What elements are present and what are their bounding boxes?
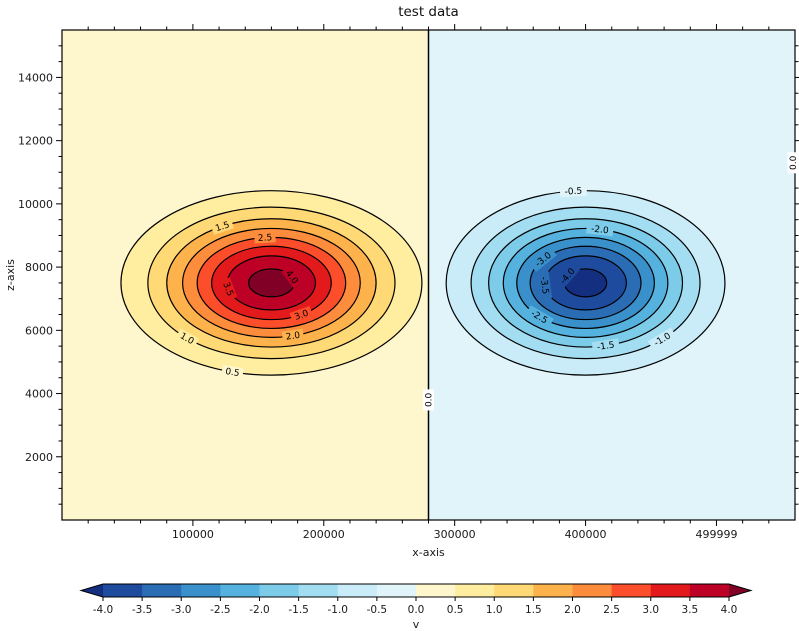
contour-label-text: -2.0: [590, 224, 609, 236]
contour-label: 2.0: [281, 328, 305, 343]
colorbar-tick-label: -3.0: [171, 604, 192, 616]
colorbar-band: [533, 584, 574, 597]
zero-label-gap: [423, 389, 434, 411]
zero-contour-label: 0.0: [787, 152, 799, 174]
contour-label: 3.0: [289, 305, 314, 324]
contour-label-gap: [585, 222, 614, 237]
contour-label-gap: [221, 364, 244, 380]
colorbar-tick-label: 1.5: [525, 604, 542, 616]
contour-label: 2.5: [254, 231, 276, 244]
colorbar-under-arrow: [81, 584, 103, 597]
colorbar-band: [650, 584, 691, 597]
colorbar-tick-label: -2.0: [249, 604, 270, 616]
contour-label: -2.0: [585, 222, 614, 237]
colorbar-axis-label: v: [413, 618, 420, 631]
contour-label-gap: [525, 305, 554, 329]
contour-label-gap: [554, 262, 581, 290]
contour-label-text: 3.0: [293, 309, 310, 323]
colorbar-tick-label: -0.5: [367, 604, 388, 616]
colorbar-tick-label: 0.0: [408, 604, 425, 616]
colorbar: -4.0 -3.5 -3.0 -2.5 -2.0 -1.5 -1.0 -0.5 0.0 0.5 1.…: [79, 583, 753, 631]
colorbar-tick-label: -1.0: [328, 604, 349, 616]
z-tick-label: 6000: [25, 324, 53, 337]
contour-label-gap: [281, 265, 303, 289]
contour-label-gap: [175, 328, 200, 349]
contour-label-text: 0.5: [224, 367, 240, 379]
colorbar-over-arrow: [729, 584, 751, 597]
contour-label-gap: [529, 246, 558, 272]
zero-label-gap: [787, 152, 799, 174]
contour-label: -1.5: [591, 338, 620, 354]
colorbar-band: [572, 584, 613, 597]
contour-label-gap: [591, 338, 620, 354]
colorbar-band: [689, 584, 730, 597]
x-tick-label: 400000: [565, 528, 607, 541]
colorbar-band: [494, 584, 534, 597]
z-tick-label: 8000: [25, 261, 53, 274]
z-tick-label: 2000: [25, 451, 53, 464]
x-tick-label: 100000: [172, 528, 214, 541]
colorbar-band: [298, 584, 339, 597]
contour-label-text: 1.5: [214, 220, 231, 234]
colorbar-tick-label: -1.5: [288, 604, 309, 616]
contour-label: 3.5: [219, 277, 238, 301]
contour-label-text: 3.5: [220, 281, 234, 298]
x-tick-label: 499999: [695, 528, 737, 541]
colorbar-tick-label: -2.5: [210, 604, 231, 616]
colorbar-band: [181, 584, 221, 597]
colorbar-tick-label: 0.5: [447, 604, 464, 616]
colorbar-tick-label: -4.0: [93, 604, 114, 616]
z-tick-label: 12000: [18, 135, 53, 148]
contour-label: -3.5: [537, 271, 553, 300]
contour-label-text: -0.5: [564, 187, 582, 198]
colorbar-band: [376, 584, 417, 597]
contour-label-gap: [219, 277, 238, 301]
colorbar-tick-label: 4.0: [721, 604, 738, 616]
zero-label-text: 0.0: [789, 155, 799, 170]
z-tick-label: 10000: [18, 198, 53, 211]
chart-title: test data: [398, 4, 459, 20]
contour-label-gap: [281, 328, 305, 343]
zero-label-text: 0.0: [425, 392, 435, 407]
contour-label-text: -3.5: [538, 276, 550, 295]
colorbar-band: [337, 584, 378, 597]
colorbar-band: [416, 584, 456, 597]
x-axis-label: x-axis: [412, 546, 445, 559]
colorbar-band: [220, 584, 261, 597]
colorbar-tick-label: 1.0: [486, 604, 503, 616]
contour-label: 1.5: [210, 217, 235, 235]
z-axis-label: z-axis: [4, 259, 17, 291]
contour-label-gap: [210, 217, 235, 235]
colorbar-band: [611, 584, 652, 597]
colorbar-tick-label: 2.5: [603, 604, 620, 616]
contour-label-gap: [289, 305, 314, 324]
colorbar-tick-label: 3.0: [642, 604, 659, 616]
contour-label-text: -1.5: [596, 341, 615, 353]
contour-label-gap: [254, 231, 276, 244]
x-tick-label: 200000: [303, 528, 345, 541]
colorbar-band: [103, 584, 143, 597]
z-tick-label: 4000: [25, 388, 53, 401]
contour-label-text: 2.0: [285, 331, 301, 343]
contour-label-text: 2.5: [258, 233, 273, 244]
contour-label-gap: [559, 184, 588, 198]
contour-label: -0.5: [559, 184, 588, 198]
colorbar-band: [142, 584, 182, 597]
contour-label: 0.5: [221, 364, 244, 380]
zero-contour-label: 0.0: [423, 389, 435, 411]
contour-label-gap: [537, 271, 553, 300]
colorbar-band: [259, 584, 300, 597]
x-tick-label: 300000: [434, 528, 476, 541]
colorbar-band: [455, 584, 495, 597]
z-tick-label: 14000: [18, 71, 53, 84]
colorbar-tick-label: 2.0: [564, 604, 581, 616]
colorbar-tick-label: -3.5: [132, 604, 153, 616]
colorbar-tick-label: 3.5: [682, 604, 699, 616]
contour-label-gap: [647, 327, 677, 351]
